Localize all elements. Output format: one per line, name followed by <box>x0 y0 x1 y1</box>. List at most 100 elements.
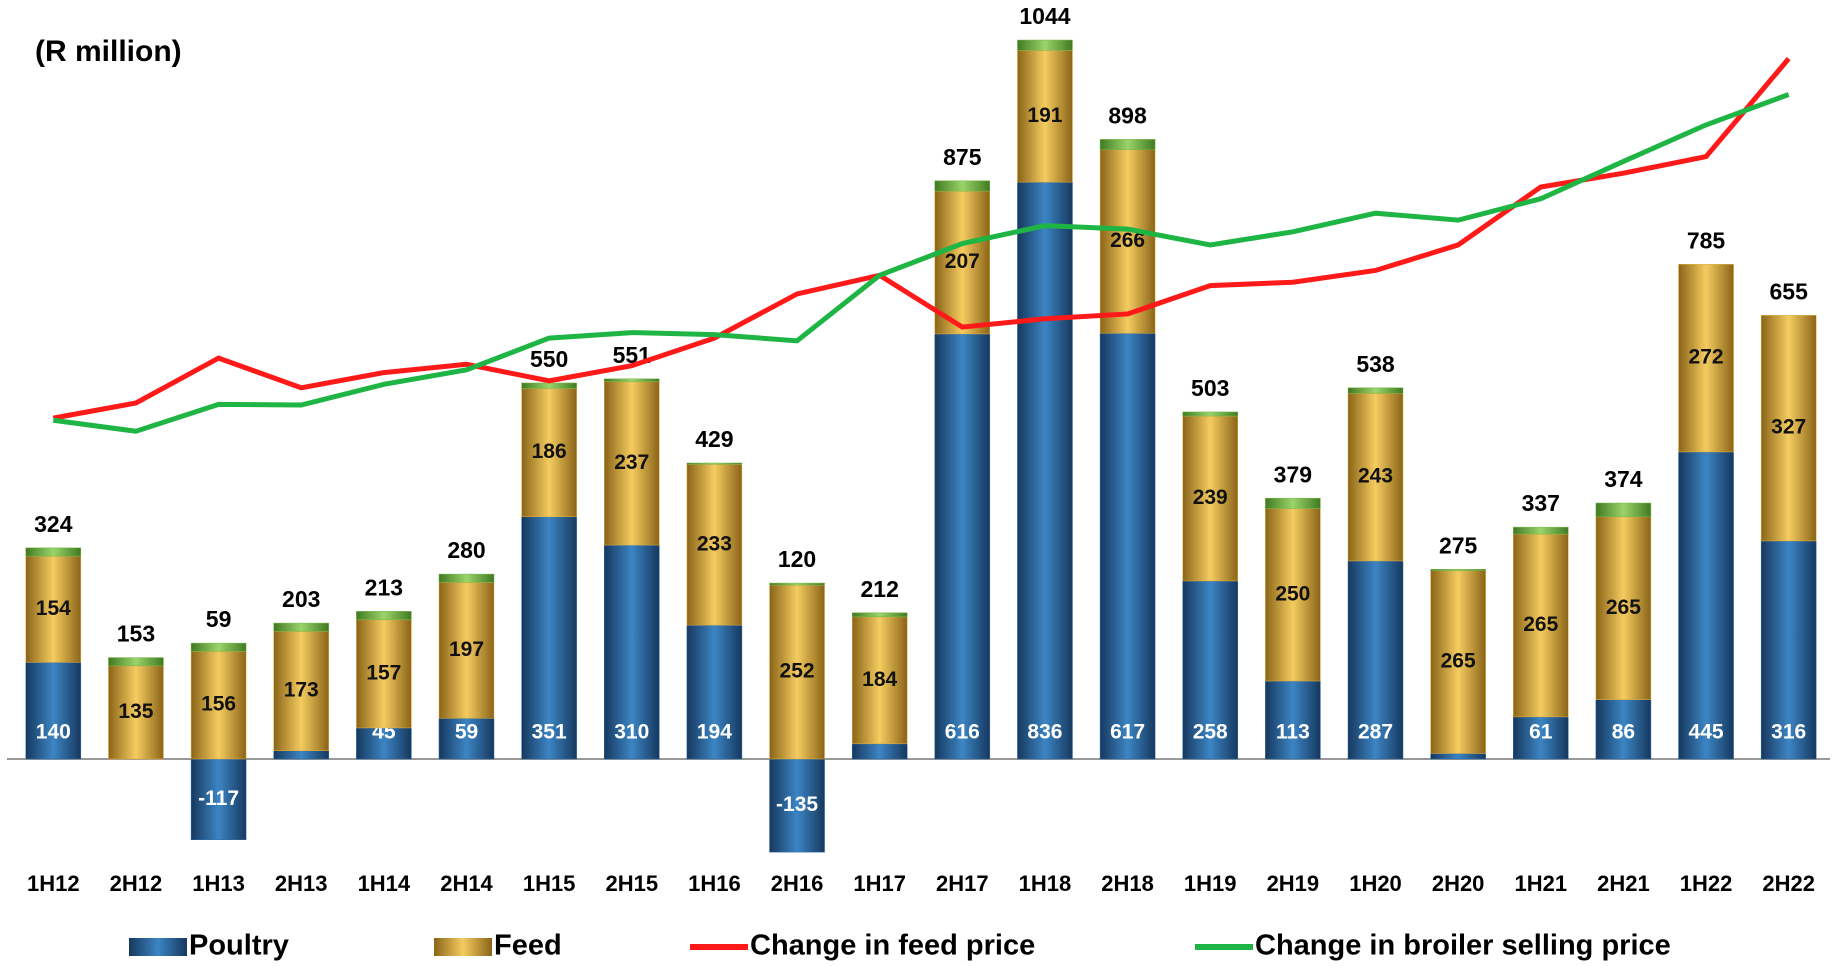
bar-segment <box>686 462 743 465</box>
data-label: 197 <box>449 638 484 661</box>
total-label: 429 <box>695 426 733 452</box>
bar-segment <box>521 516 577 760</box>
data-label: 327 <box>1771 416 1806 439</box>
x-tick-label: 1H18 <box>1019 871 1072 896</box>
bar-segment <box>1182 415 1238 582</box>
bar-segment <box>769 584 825 760</box>
bar-segment <box>25 662 82 760</box>
data-label: 272 <box>1689 346 1724 369</box>
data-label: 233 <box>697 532 732 555</box>
total-label: 379 <box>1274 461 1312 487</box>
bar-segment <box>1265 508 1321 682</box>
bar-segment <box>273 622 329 632</box>
total-label: 120 <box>778 546 816 572</box>
data-label: 61 <box>1529 721 1553 744</box>
x-tick-label: 2H17 <box>936 871 989 896</box>
total-label: 213 <box>365 574 403 600</box>
bar-segment <box>108 657 164 667</box>
bar-segment <box>1760 315 1817 542</box>
chart-title: (R million) <box>35 35 182 68</box>
bar-segment <box>604 381 660 546</box>
bar-segment <box>604 544 660 760</box>
bar-segment <box>1099 139 1156 150</box>
bar-segment <box>1513 533 1569 718</box>
bar-segment <box>1430 753 1486 760</box>
bar-segment <box>1265 680 1321 760</box>
data-label: 616 <box>945 721 980 744</box>
legend-swatch <box>129 938 187 956</box>
bar-segment <box>190 651 247 760</box>
bar-segment <box>851 616 908 745</box>
data-label: 135 <box>118 700 153 723</box>
data-label: 156 <box>201 693 236 716</box>
total-label: 655 <box>1769 278 1808 304</box>
total-label: 212 <box>860 576 898 602</box>
legend-label: Feed <box>494 930 562 962</box>
bar-segment <box>1595 699 1652 760</box>
x-tick-label: 2H13 <box>275 871 328 896</box>
total-label: 374 <box>1604 466 1643 492</box>
bar-segment <box>1678 264 1734 453</box>
bar-segment <box>273 750 329 760</box>
bar-segment <box>1182 411 1238 417</box>
x-tick-label: 1H15 <box>523 871 576 896</box>
legend-swatch <box>434 938 492 956</box>
bar-segment <box>1017 181 1073 760</box>
data-label: 265 <box>1523 613 1558 636</box>
x-tick-label: 2H19 <box>1267 871 1320 896</box>
total-label: 898 <box>1108 102 1147 128</box>
x-tick-label: 1H17 <box>853 871 906 896</box>
bar-segment <box>1678 451 1734 760</box>
data-label: -117 <box>198 787 239 810</box>
data-label: 266 <box>1110 229 1145 252</box>
x-tick-label: 2H18 <box>1101 871 1154 896</box>
bar-segment <box>1182 580 1238 760</box>
total-label: 275 <box>1439 532 1478 558</box>
bar-segment <box>934 180 991 192</box>
data-label: 207 <box>945 250 980 273</box>
data-label: -135 <box>776 793 818 816</box>
bar-segment <box>1347 387 1404 394</box>
total-label: 337 <box>1522 490 1560 516</box>
data-label: 194 <box>697 721 732 744</box>
total-label: 153 <box>117 621 155 647</box>
bar-segment <box>1513 716 1569 760</box>
data-label: 265 <box>1441 650 1476 673</box>
bar-segment <box>438 582 495 719</box>
bar-segment <box>1017 50 1073 183</box>
bar-segment <box>273 631 329 751</box>
legend-label: Poultry <box>189 930 289 962</box>
x-tick-label: 1H12 <box>27 871 80 896</box>
data-label: 617 <box>1110 721 1145 744</box>
bar-segment <box>1595 516 1652 700</box>
data-label: 140 <box>36 721 71 744</box>
x-tick-label: 1H21 <box>1514 871 1567 896</box>
data-label: 59 <box>455 721 478 744</box>
data-label: 86 <box>1612 721 1635 744</box>
line <box>52 57 1791 421</box>
bar-segment <box>1099 333 1156 760</box>
x-tick-label: 2H12 <box>110 871 163 896</box>
total-label: 59 <box>206 606 232 632</box>
data-label: 310 <box>614 721 649 744</box>
bar-segment <box>1099 149 1156 334</box>
total-label: 785 <box>1687 227 1726 253</box>
total-label: 203 <box>282 586 320 612</box>
bar-segment <box>356 611 412 620</box>
x-tick-label: 1H14 <box>358 871 411 896</box>
x-tick-label: 1H16 <box>688 871 741 896</box>
data-label: 237 <box>614 451 649 474</box>
bar-segment <box>190 758 247 840</box>
data-label: 258 <box>1193 721 1228 744</box>
data-label: 239 <box>1193 486 1228 509</box>
bar-segment <box>521 382 577 389</box>
bar-segment <box>356 727 412 760</box>
bar-segment <box>25 555 82 663</box>
total-label: 1044 <box>1019 3 1070 29</box>
bar-segment <box>190 642 247 652</box>
bar-segment <box>1513 526 1569 535</box>
x-tick-label: 2H22 <box>1762 871 1815 896</box>
x-tick-label: 2H20 <box>1432 871 1485 896</box>
data-label: 154 <box>36 597 71 620</box>
